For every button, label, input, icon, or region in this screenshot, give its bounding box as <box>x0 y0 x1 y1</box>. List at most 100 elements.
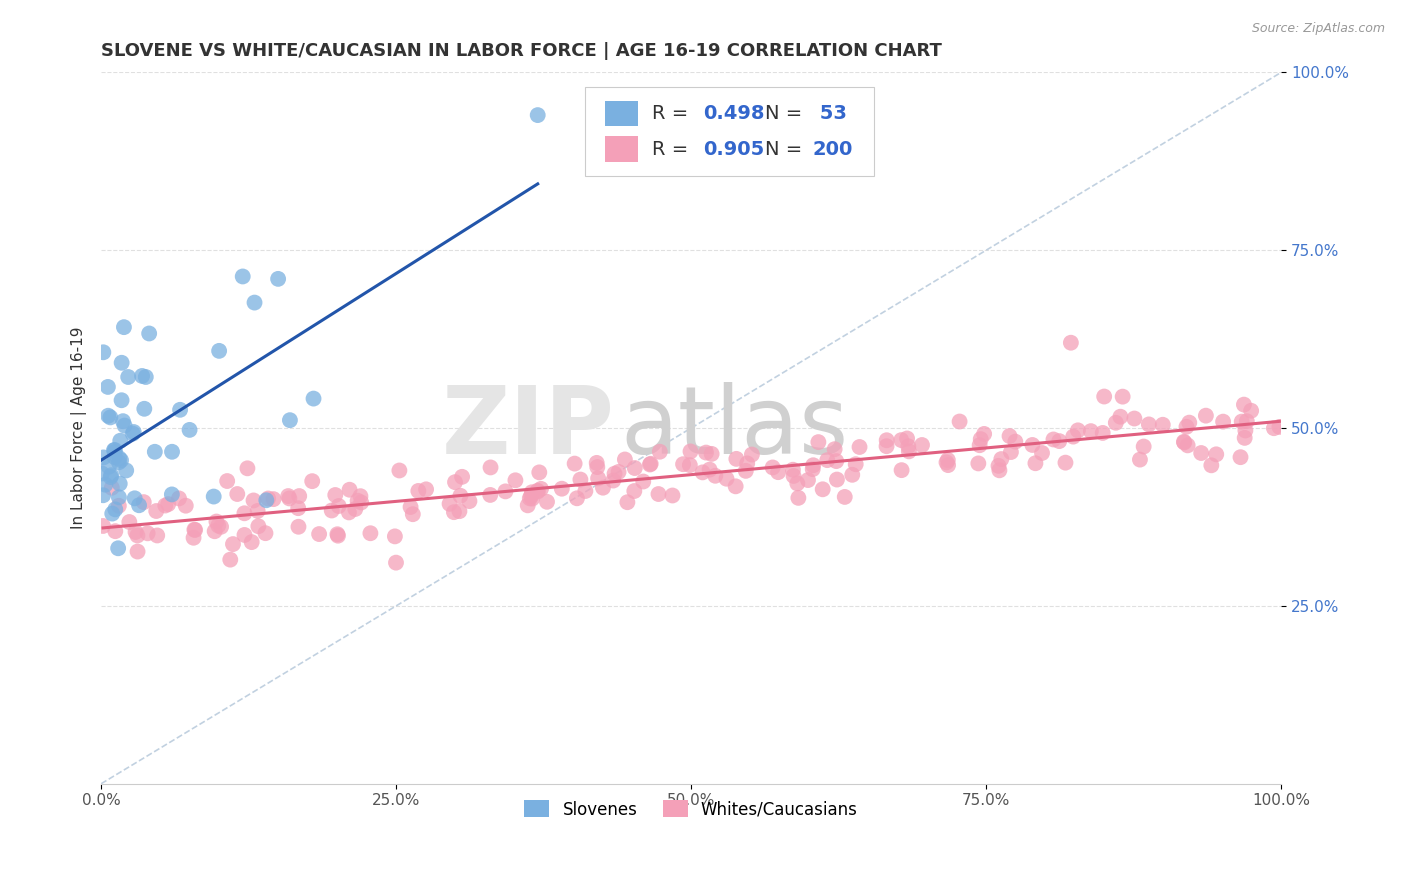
Point <box>111 356 134 370</box>
Point <box>1240 403 1263 417</box>
Point <box>110 393 132 408</box>
Point <box>207 518 229 533</box>
Point <box>232 269 254 284</box>
Point <box>845 457 868 471</box>
Point <box>246 504 269 518</box>
Point <box>586 460 609 475</box>
Point <box>339 483 361 497</box>
Point <box>167 491 190 506</box>
Point <box>443 505 465 519</box>
Point <box>1201 458 1223 473</box>
Point <box>449 504 471 518</box>
Point <box>825 454 848 468</box>
Text: N =: N = <box>765 104 808 123</box>
Point <box>716 472 738 486</box>
Point <box>935 455 957 469</box>
Point <box>143 444 166 458</box>
Point <box>700 447 723 461</box>
Point <box>388 463 411 477</box>
Point <box>302 392 325 406</box>
Point <box>479 460 502 475</box>
Point <box>520 485 543 500</box>
Point <box>184 523 207 537</box>
Point <box>848 440 870 454</box>
Point <box>1091 425 1114 440</box>
Point <box>222 537 245 551</box>
Point <box>1000 445 1022 459</box>
Point <box>1173 434 1195 449</box>
Point <box>127 528 149 542</box>
Point <box>1263 421 1285 435</box>
Point <box>110 434 132 448</box>
Point <box>328 499 350 513</box>
Point <box>841 467 863 482</box>
Point <box>973 426 995 441</box>
Point <box>647 487 669 501</box>
Point <box>219 552 242 566</box>
Point <box>787 491 810 505</box>
Point <box>911 438 934 452</box>
Point <box>1195 409 1218 423</box>
Point <box>108 476 131 491</box>
Point <box>91 345 114 359</box>
Point <box>1004 434 1026 449</box>
Point <box>242 493 264 508</box>
Point <box>815 453 838 467</box>
Point <box>526 108 548 122</box>
Point <box>243 295 266 310</box>
Point <box>1129 452 1152 467</box>
Point <box>202 490 225 504</box>
Point <box>699 462 721 476</box>
Text: R =: R = <box>652 140 695 159</box>
Point <box>1268 420 1291 434</box>
Point <box>811 483 834 497</box>
Point <box>344 502 367 516</box>
Point <box>247 519 270 533</box>
Point <box>970 432 993 446</box>
Point <box>825 473 848 487</box>
Point <box>288 489 311 503</box>
Point <box>1234 424 1257 438</box>
Point <box>661 488 683 502</box>
Point <box>616 495 638 509</box>
Point <box>519 491 541 506</box>
Point <box>936 453 959 467</box>
Point <box>1137 417 1160 432</box>
Point <box>834 490 856 504</box>
Point <box>217 474 239 488</box>
Point <box>1177 438 1199 452</box>
Point <box>449 489 471 503</box>
Point <box>145 504 167 518</box>
Text: 200: 200 <box>813 140 853 159</box>
Point <box>735 457 758 471</box>
Point <box>267 272 290 286</box>
Point <box>724 479 747 493</box>
Point <box>824 442 846 457</box>
Point <box>127 544 149 558</box>
Point <box>107 541 129 556</box>
Point <box>782 463 804 477</box>
Text: N =: N = <box>765 140 808 159</box>
Point <box>134 401 156 416</box>
Text: 53: 53 <box>813 104 846 123</box>
Point <box>530 482 553 496</box>
Point <box>124 491 146 506</box>
Point <box>574 483 596 498</box>
Point <box>233 528 256 542</box>
Point <box>208 343 231 358</box>
Point <box>349 489 371 503</box>
Point <box>987 458 1010 473</box>
Point <box>402 507 425 521</box>
Point <box>108 451 131 466</box>
Point <box>110 453 132 467</box>
Point <box>1062 429 1084 443</box>
Point <box>1189 446 1212 460</box>
Point <box>287 520 309 534</box>
Point <box>115 463 138 477</box>
Point <box>741 448 763 462</box>
Point <box>155 499 177 513</box>
Point <box>104 502 127 516</box>
Point <box>876 434 898 448</box>
Point <box>146 528 169 542</box>
Point <box>505 473 527 487</box>
